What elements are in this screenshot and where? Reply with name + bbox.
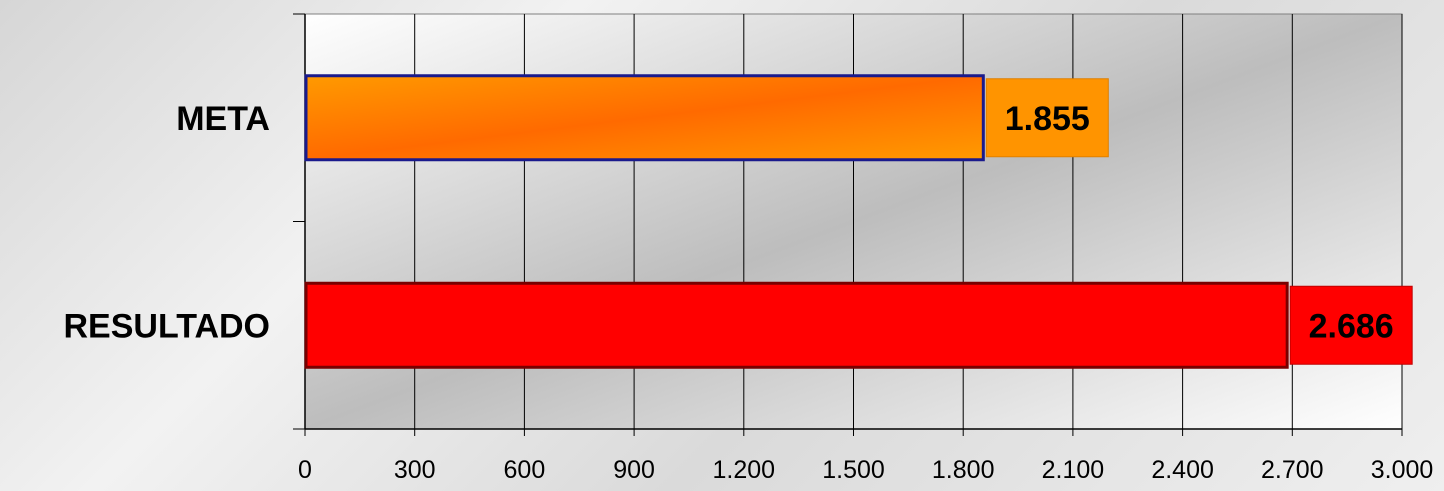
x-tick-label: 3.000	[1371, 456, 1434, 484]
x-tick-label: 0	[298, 456, 312, 484]
bar-meta	[304, 74, 985, 162]
x-tick-label: 600	[504, 456, 546, 484]
x-tick-label: 2.100	[1042, 456, 1105, 484]
bar-resultado	[304, 281, 1289, 369]
bars	[304, 74, 1289, 369]
data-label-meta: 1.855	[1005, 100, 1090, 138]
x-tick-label: 1.200	[713, 456, 776, 484]
data-label-box-meta	[985, 78, 1109, 158]
labels: 0 300 600 900 1.200 1.500 1.800 2.100 2.400 2.700…	[63, 78, 1434, 484]
x-tick-label: 1.500	[822, 456, 885, 484]
x-tick-label: 300	[394, 456, 436, 484]
category-label-meta: META	[176, 100, 270, 138]
data-label-resultado: 2.686	[1309, 307, 1394, 345]
data-label-box-resultado	[1289, 285, 1413, 365]
x-tick-label: 2.700	[1261, 456, 1324, 484]
category-label-resultado: RESULTADO	[63, 307, 270, 345]
x-tick-label: 1.800	[932, 456, 995, 484]
x-tick-label: 900	[613, 456, 655, 484]
x-tick-label: 2.400	[1151, 456, 1214, 484]
